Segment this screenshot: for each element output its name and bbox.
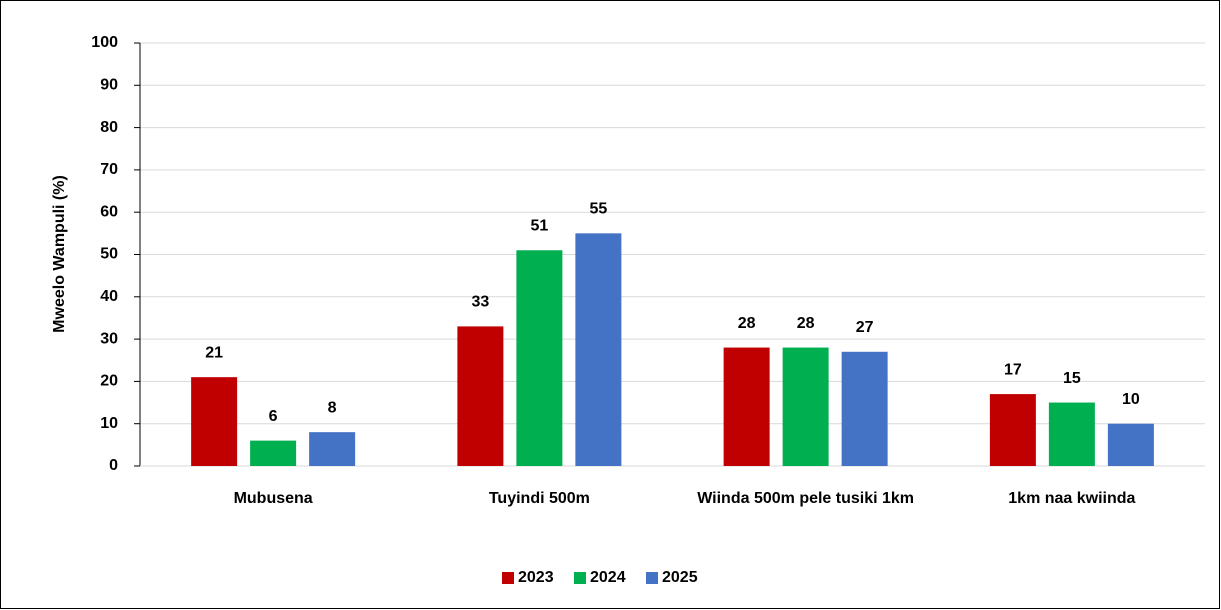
bar [782, 347, 829, 466]
bar [1107, 423, 1154, 466]
bar [191, 377, 238, 466]
x-tick-label: Mubusena [234, 490, 313, 507]
bar [723, 347, 770, 466]
value-label: 10 [1122, 391, 1140, 408]
value-label: 6 [269, 408, 278, 425]
y-tick-label: 60 [100, 203, 118, 220]
value-label: 17 [1004, 361, 1022, 378]
y-tick-label: 80 [100, 119, 118, 136]
value-label: 8 [328, 399, 337, 416]
value-label: 33 [471, 294, 489, 311]
value-label: 27 [856, 319, 874, 336]
legend-swatch [646, 572, 658, 584]
bar [309, 432, 356, 466]
value-label: 21 [205, 344, 223, 361]
bar [989, 394, 1036, 466]
y-tick-label: 70 [100, 161, 118, 178]
x-tick-label: Tuyindi 500m [489, 490, 590, 507]
y-tick-label: 10 [100, 415, 118, 432]
x-tick-label: Wiinda 500m pele tusiki 1km [697, 490, 914, 507]
y-tick-label: 0 [109, 457, 118, 474]
legend-swatch [502, 572, 514, 584]
y-tick-label: 100 [91, 34, 118, 51]
y-tick-label: 30 [100, 330, 118, 347]
bar [575, 233, 622, 466]
bar [457, 326, 504, 466]
y-tick-label: 50 [100, 246, 118, 263]
y-tick-label: 40 [100, 288, 118, 305]
bar [250, 440, 297, 466]
legend-label: 2023 [518, 569, 554, 586]
y-axis-label: Mweelo Wampuli (%) [51, 175, 68, 333]
value-label: 28 [738, 315, 756, 332]
y-tick-label: 90 [100, 77, 118, 94]
legend-label: 2025 [662, 569, 698, 586]
value-label: 15 [1063, 370, 1081, 387]
x-tick-label: 1km naa kwiinda [1008, 490, 1135, 507]
y-tick-label: 20 [100, 373, 118, 390]
value-label: 51 [530, 217, 548, 234]
bar [1048, 402, 1095, 466]
legend-swatch [574, 572, 586, 584]
legend-label: 2024 [590, 569, 626, 586]
value-label: 28 [797, 315, 815, 332]
bar [516, 250, 563, 466]
bar [841, 351, 888, 466]
value-label: 55 [589, 201, 607, 218]
